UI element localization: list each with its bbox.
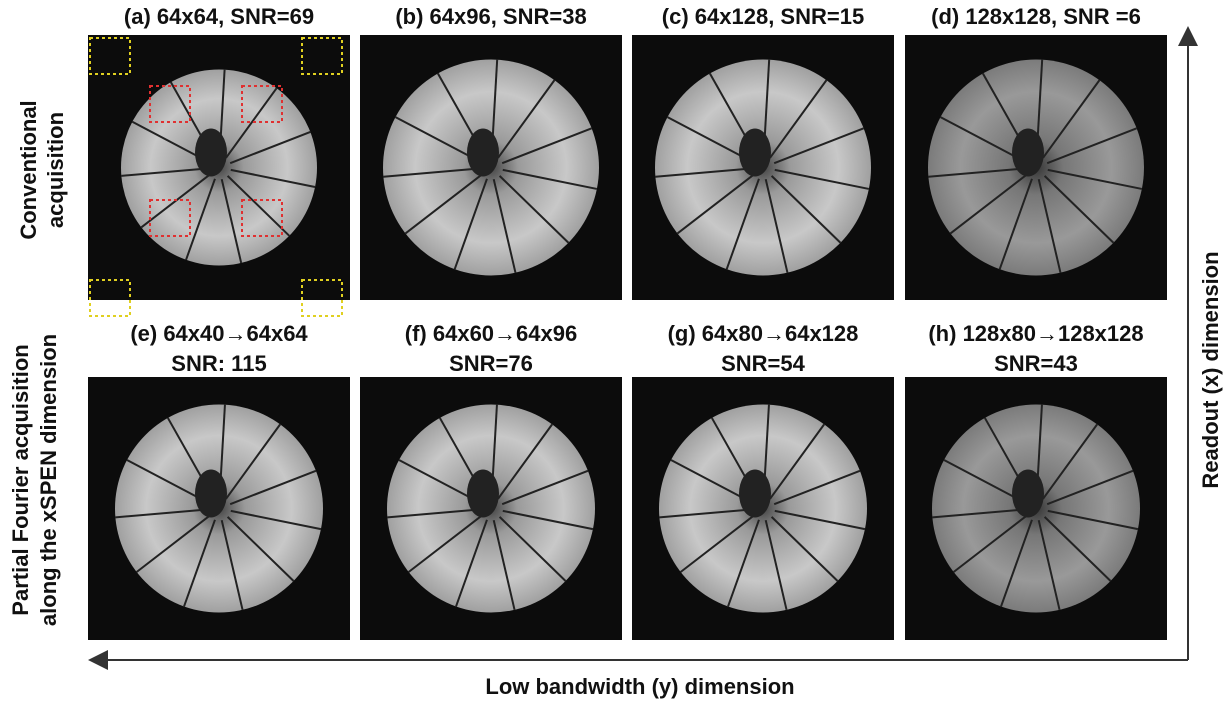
core [1012,129,1044,177]
core [467,129,499,177]
core [467,470,499,518]
panel-title: (g) 64x80→64x128 [668,321,859,346]
axis-label: acquisition [43,112,68,228]
panel-title: (e) 64x40→64x64 [130,321,308,346]
panel-snr: SNR=76 [449,351,533,376]
panel-title: (a) 64x64, SNR=69 [124,4,314,29]
panel-snr: SNR=54 [721,351,806,376]
panel-title: (f) 64x60→64x96 [405,321,577,346]
axis-label: Partial Fourier acquisition [8,344,33,615]
panel-title: (d) 128x128, SNR =6 [931,4,1141,29]
axis-label: Low bandwidth (y) dimension [485,674,794,699]
core [195,129,227,177]
axis-label: Readout (x) dimension [1198,251,1223,488]
panel-snr: SNR=43 [994,351,1078,376]
panel-title: (b) 64x96, SNR=38 [395,4,586,29]
core [739,470,771,518]
core [739,129,771,177]
panel-snr: SNR: 115 [171,351,266,376]
axis-label: along the xSPEN dimension [36,334,61,626]
axis-label: Conventional [16,100,41,239]
core [1012,470,1044,518]
panel-title: (c) 64x128, SNR=15 [662,4,864,29]
figure: Conventional acquisition Partial Fourier… [0,0,1231,703]
core [195,470,227,518]
panel-title: (h) 128x80→128x128 [928,321,1143,346]
